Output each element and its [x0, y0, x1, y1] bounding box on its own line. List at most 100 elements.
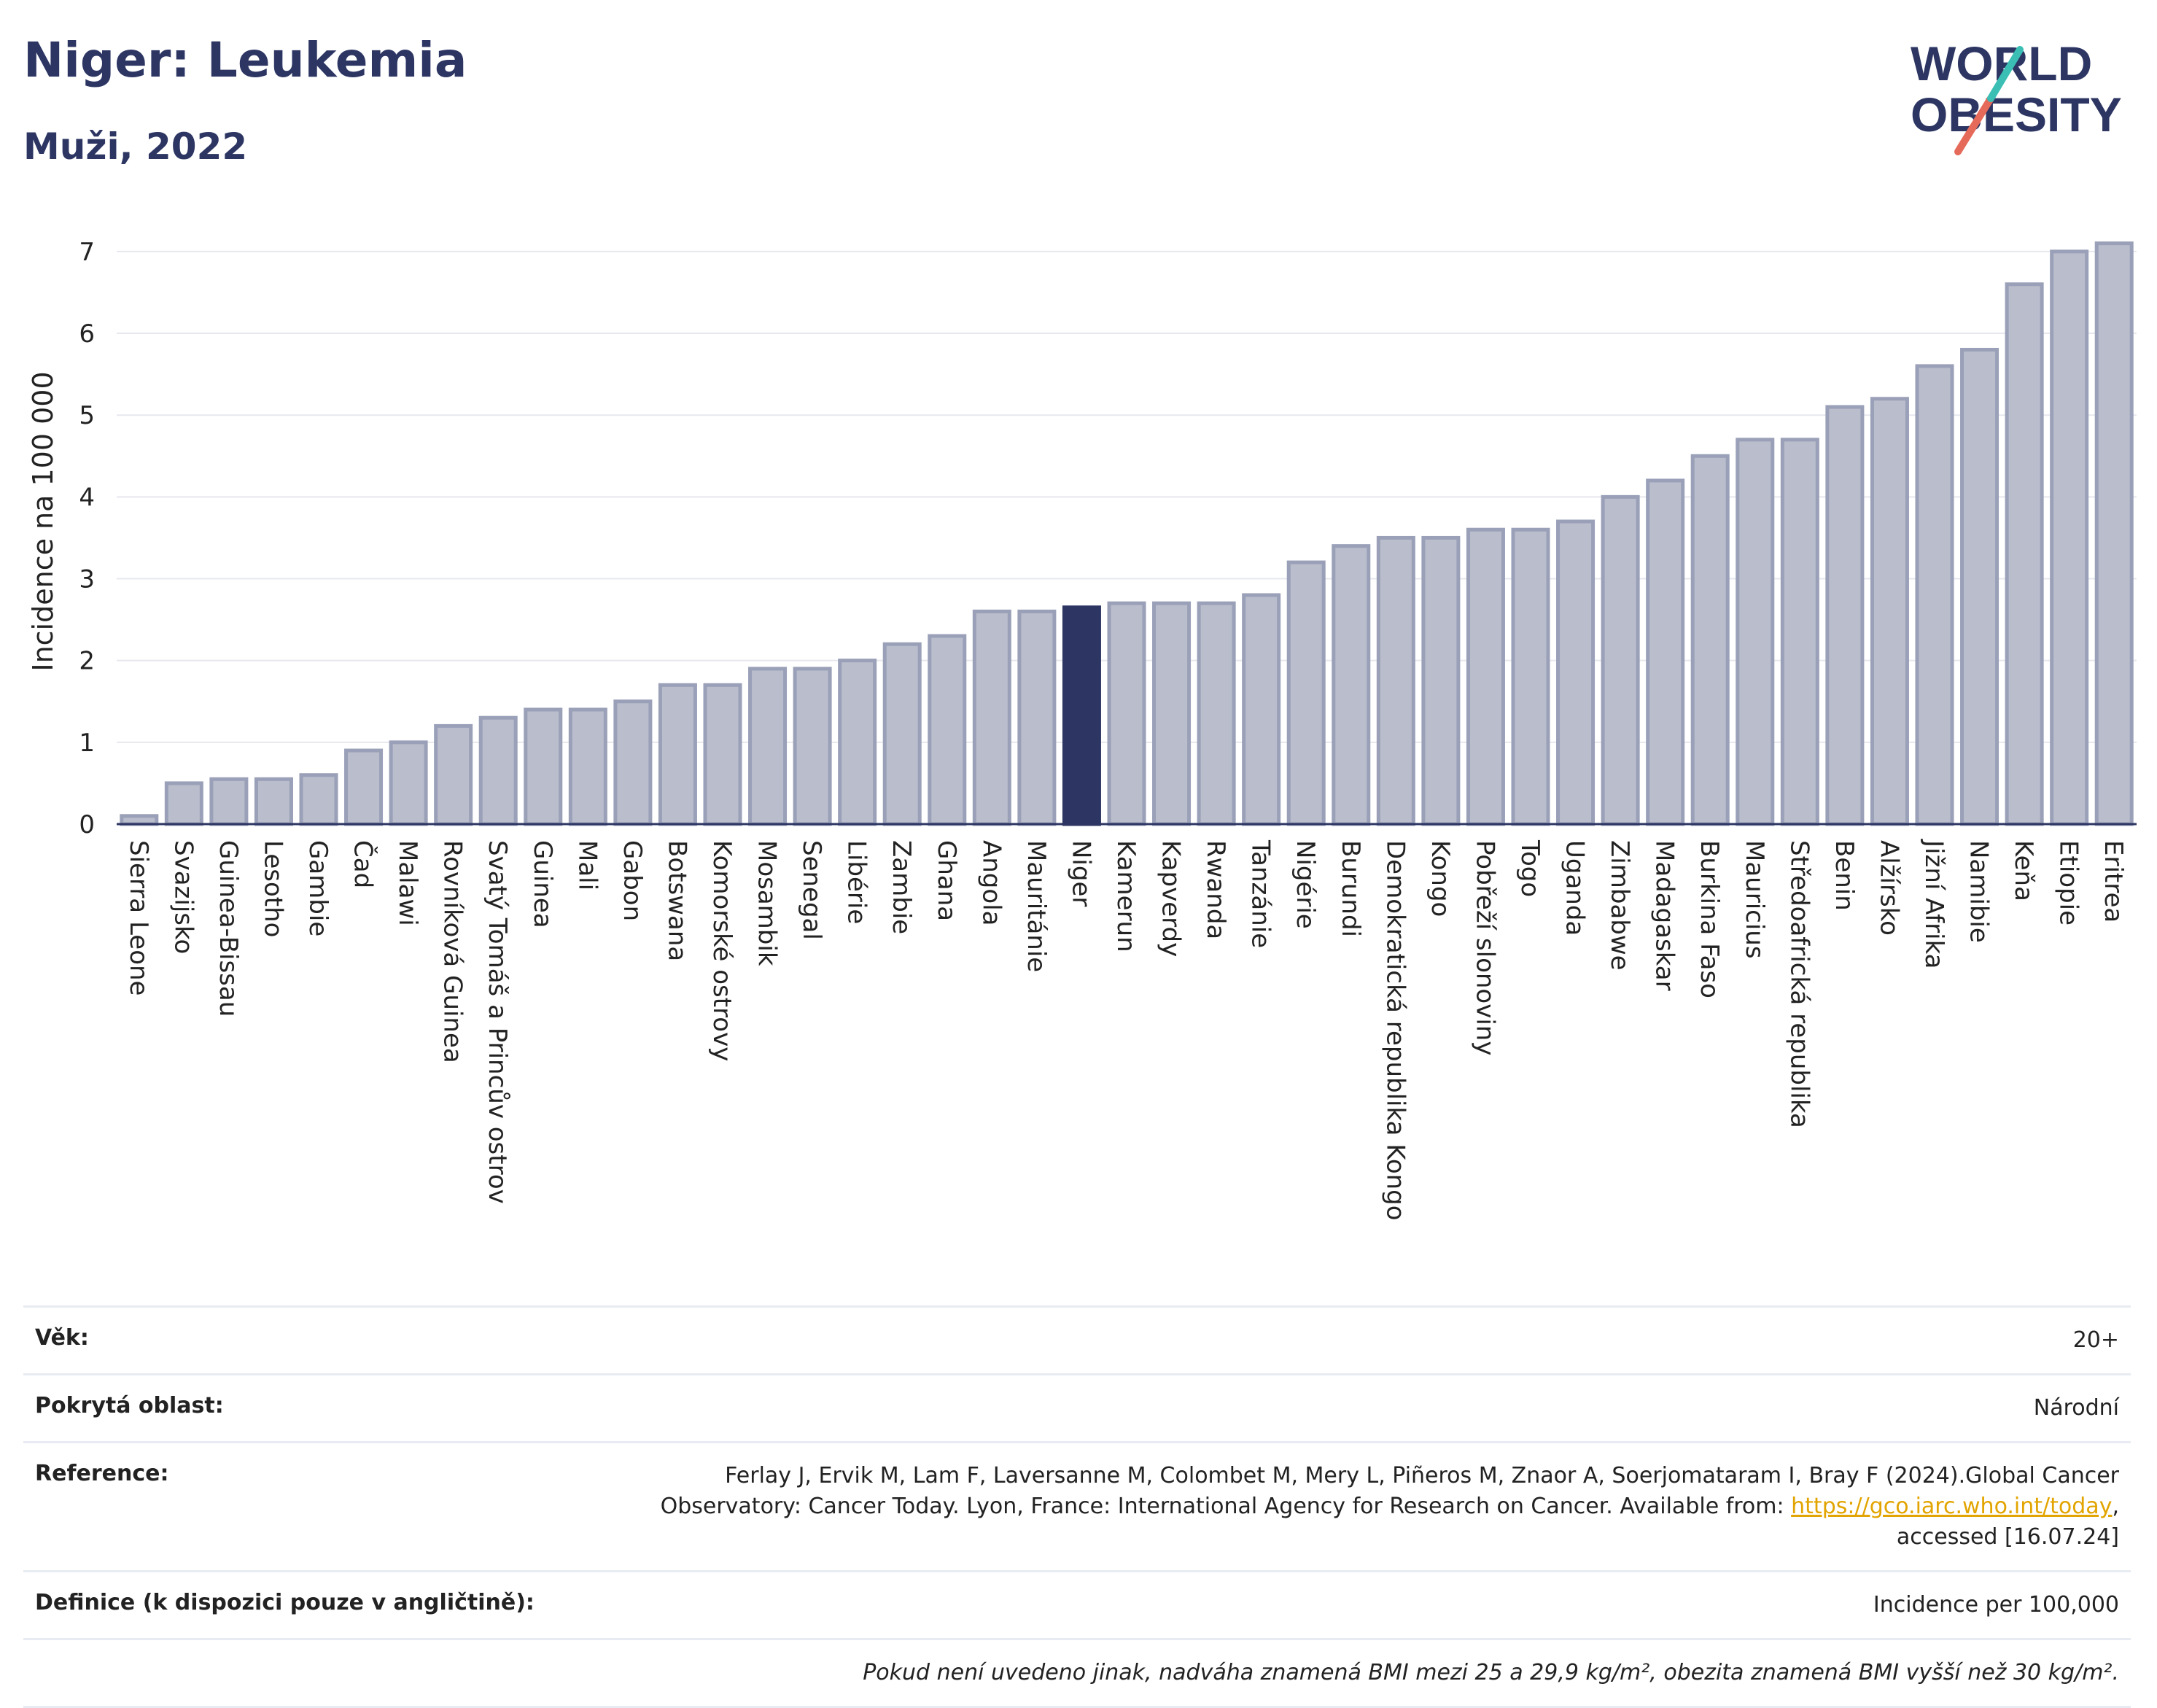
y-tick-label: 2 [79, 647, 95, 676]
bar [1421, 535, 1461, 826]
bar [2094, 241, 2134, 826]
bar [1466, 527, 1505, 826]
x-tick-label: Demokratická republika Kongo [1380, 840, 1410, 1221]
bar [299, 773, 338, 826]
y-tick-label: 1 [79, 729, 95, 758]
x-tick-label: Pobřeží slonoviny [1470, 840, 1499, 1055]
x-tick-label: Čad [349, 840, 378, 888]
info-row-definition: Definice (k dispozici pouze v angličtině… [23, 1570, 2131, 1638]
reference-text-4: accessed [16.07.24] [1896, 1524, 2119, 1550]
bar [838, 659, 877, 826]
bar [613, 699, 653, 826]
bar [1152, 601, 1192, 826]
y-tick-label: 3 [79, 565, 95, 594]
x-tick-label: Lesotho [258, 840, 287, 937]
age-value: 20+ [2072, 1327, 2119, 1353]
bar [1601, 494, 1640, 826]
logo-line-2: OBESITY [1911, 88, 2122, 141]
x-tick-label: Uganda [1561, 840, 1590, 936]
x-tick-label: Madagaskar [1650, 840, 1679, 991]
x-tick-label: Burundi [1336, 840, 1365, 937]
info-row-reference: Reference: Ferlay J, Ervik M, Lam F, Lav… [23, 1441, 2131, 1570]
x-tick-label: Zimbabwe [1605, 840, 1634, 971]
x-tick-label: Mosambik [753, 840, 782, 966]
x-tick-label: Nigérie [1291, 840, 1320, 929]
bar [209, 777, 249, 826]
bar [478, 715, 518, 826]
bmi-note: Pokud není uvedeno jinak, nadváha znamen… [863, 1660, 2119, 1685]
bar [568, 707, 607, 826]
x-tick-label: Komorské ostrovy [707, 840, 737, 1061]
y-tick-label: 0 [79, 810, 95, 839]
bar [1780, 438, 1819, 826]
y-tick-label: 7 [79, 238, 95, 267]
x-tick-label: Keňa [2009, 840, 2038, 901]
bar [1736, 438, 1775, 826]
bar [972, 609, 1011, 826]
reference-text-1: Ferlay J, Ervik M, Lam F, Laversanne M, … [725, 1463, 2119, 1488]
x-tick-label: Botswana [662, 840, 691, 961]
y-tick-label: 4 [79, 483, 95, 512]
x-tick-label: Niger [1066, 840, 1095, 907]
x-tick-label: Kamerun [1111, 840, 1140, 952]
page-title: Niger: Leukemia [23, 32, 467, 88]
info-row-area: Pokrytá oblast: Národní [23, 1373, 2131, 1441]
bar [793, 667, 832, 826]
bar [1646, 478, 1685, 826]
x-tick-label: Namibie [1964, 840, 1994, 943]
bar [1690, 454, 1730, 826]
area-value: Národní [2033, 1395, 2119, 1421]
x-tick-label: Togo [1515, 839, 1544, 897]
x-tick-label: Mali [572, 840, 602, 890]
bar [1332, 544, 1371, 826]
bar [2005, 282, 2044, 826]
bar [658, 683, 697, 826]
x-tick-label: Tanzánie [1246, 839, 1275, 948]
bar [1915, 364, 1954, 826]
bar-chart: 0 1 2 3 4 5 6 7 Incidence na 100 000 Sierra Leone… [27, 238, 2137, 1221]
x-tick-label: Eritrea [2099, 840, 2128, 923]
bar [748, 667, 788, 826]
info-row-age: Věk: 20+ [23, 1305, 2131, 1373]
x-tick-label: Svazijsko [168, 840, 198, 954]
bar [120, 814, 159, 826]
x-tick-label: Rwanda [1201, 840, 1230, 939]
x-tick-label: Sierra Leone [124, 840, 153, 995]
bar [928, 634, 967, 826]
x-tick-label: Svatý Tomáš a Princův ostrov [483, 840, 512, 1204]
x-tick-label: Zambie [887, 840, 916, 934]
age-label: Věk: [35, 1325, 89, 1351]
reference-label: Reference: [35, 1461, 169, 1486]
reference-value: Ferlay J, Ervik M, Lam F, Laversanne M, … [35, 1461, 2119, 1553]
x-tick-label: Guinea-Bissau [214, 840, 243, 1017]
definition-label: Definice (k dispozici pouze v angličtině… [35, 1590, 535, 1615]
x-tick-label: Kongo [1426, 840, 1455, 917]
x-tick-label: Mauricius [1740, 840, 1769, 959]
x-tick-label: Etiopie [2054, 840, 2083, 925]
area-label: Pokrytá oblast: [35, 1393, 224, 1418]
bar [1197, 601, 1236, 826]
y-tick-label: 6 [79, 319, 95, 349]
x-tick-label: Mauritánie [1022, 840, 1051, 972]
bar [882, 642, 922, 826]
bar [524, 707, 563, 826]
x-tick-label: Jižní Afrika [1919, 839, 1948, 969]
bar [1242, 593, 1281, 826]
bar [344, 748, 384, 826]
x-tick-label: Libérie [842, 840, 871, 924]
x-tick-label: Gambie [303, 840, 333, 936]
bar [1286, 560, 1326, 826]
bar [703, 683, 742, 826]
x-tick-label: Angola [976, 840, 1006, 925]
reference-link[interactable]: https://gco.iarc.who.int/today [1791, 1494, 2113, 1519]
bar [1376, 535, 1415, 826]
world-obesity-logo: WORLD OBESITY [1911, 36, 2122, 155]
x-tick-label: Burkina Faso [1695, 840, 1724, 998]
info-row-note: Pokud není uvedeno jinak, nadváha znamen… [23, 1638, 2131, 1708]
reference-text-3: , [2112, 1494, 2119, 1519]
page-subtitle: Muži, 2022 [23, 125, 248, 168]
reference-text-2: Observatory: Cancer Today. Lyon, France:… [660, 1494, 1792, 1519]
bar [1017, 609, 1057, 826]
x-tick-label: Senegal [797, 840, 826, 940]
x-tick-label: Gabon [618, 840, 647, 921]
